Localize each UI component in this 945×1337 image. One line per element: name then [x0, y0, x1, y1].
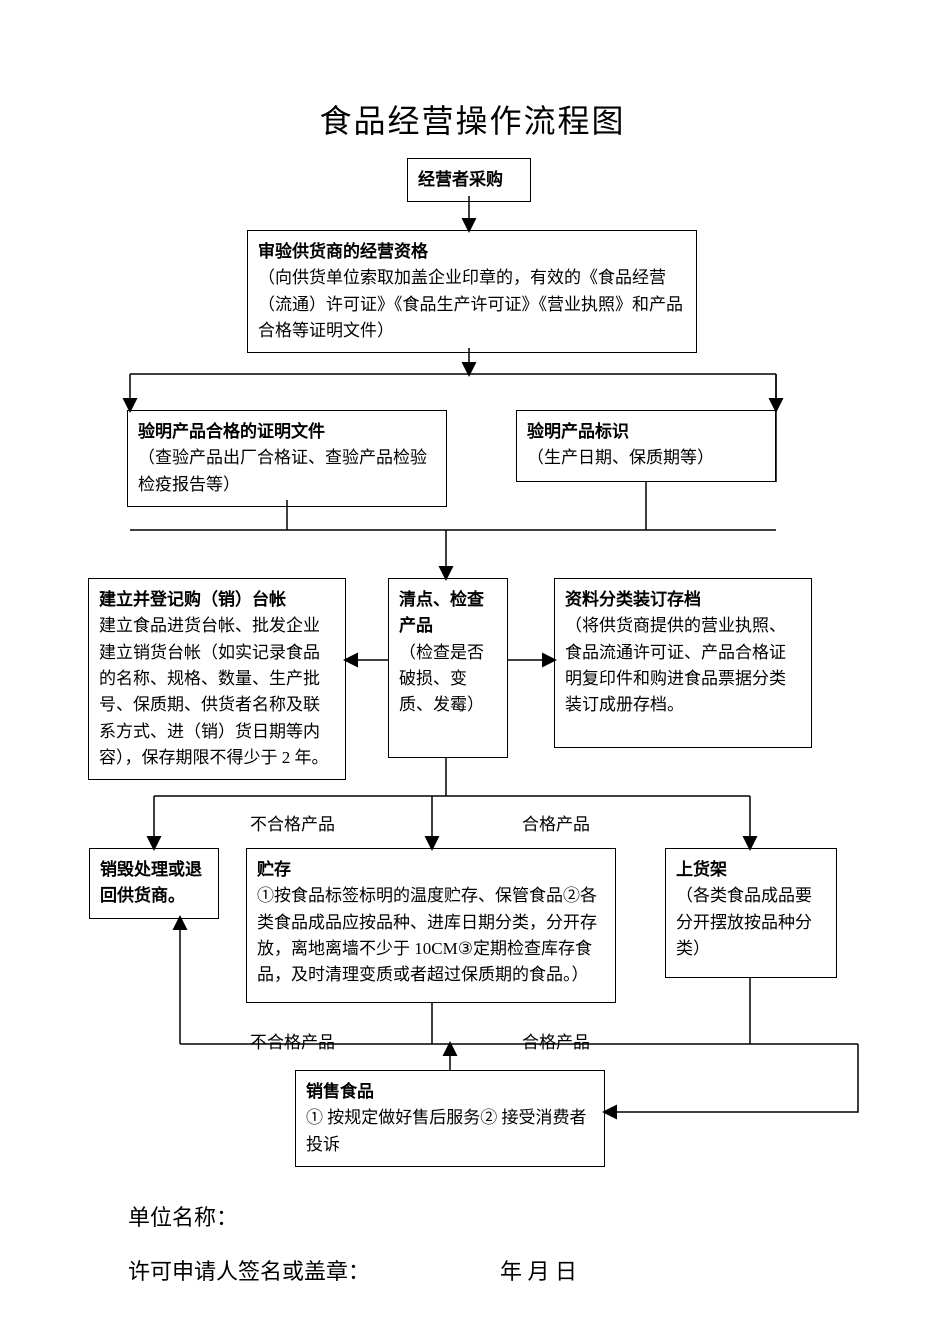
node-heading: 资料分类装订存档 — [565, 590, 701, 609]
footer-signer: 许可申请人签名或盖章： — [128, 1254, 370, 1286]
node-heading: 审验供货商的经营资格 — [258, 242, 428, 261]
node-body: 建立食品进货台帐、批发企业建立销货台帐（如实记录食品的名称、规格、数量、生产批号… — [99, 616, 329, 767]
node-body: （查验产品出厂合格证、查验产品检验检疫报告等） — [138, 448, 427, 493]
footer-unit: 单位名称： — [128, 1200, 238, 1232]
node-verify-certificate: 验明产品合格的证明文件 （查验产品出厂合格证、查验产品检验检疫报告等） — [127, 410, 447, 507]
node-heading: 验明产品合格的证明文件 — [138, 422, 325, 441]
node-heading: 贮存 — [257, 860, 291, 879]
node-body: ①按食品标签标明的温度贮存、保管食品②各类食品成品应按品种、进库日期分类，分开存… — [257, 886, 597, 984]
node-body: （向供货单位索取加盖企业印章的，有效的《食品经营（流通）许可证》《食品生产许可证… — [258, 268, 683, 340]
node-body: （生产日期、保质期等） — [527, 448, 714, 467]
node-destroy-return: 销毁处理或退回供货商。 — [89, 848, 219, 919]
node-body: （将供货商提供的营业执照、食品流通许可证、产品合格证明复印件和购进食品票据分类装… — [565, 616, 786, 714]
node-heading: 建立并登记购（销）台帐 — [99, 590, 286, 609]
label-unqualified-2: 不合格产品 — [250, 1028, 335, 1053]
label-qualified-1: 合格产品 — [522, 810, 590, 835]
node-heading: 经营者采购 — [418, 170, 503, 189]
node-body: （检查是否破损、变质、发霉） — [399, 643, 484, 715]
node-heading: 销售食品 — [306, 1082, 374, 1101]
node-heading: 销毁处理或退回供货商。 — [100, 860, 202, 905]
node-body: ① 按规定做好售后服务② 接受消费者投诉 — [306, 1108, 587, 1153]
node-body: （各类食品成品要分开摆放按品种分类） — [676, 886, 812, 958]
node-heading: 上货架 — [676, 860, 727, 879]
page-title: 食品经营操作流程图 — [0, 96, 945, 142]
node-verify-label: 验明产品标识 （生产日期、保质期等） — [516, 410, 776, 482]
label-unqualified-1: 不合格产品 — [250, 810, 335, 835]
node-sell: 销售食品 ① 按规定做好售后服务② 接受消费者投诉 — [295, 1070, 605, 1167]
node-shelf: 上货架 （各类食品成品要分开摆放按品种分类） — [665, 848, 837, 978]
node-heading: 清点、检查产品 — [399, 590, 484, 635]
node-inspect-product: 清点、检查产品 （检查是否破损、变质、发霉） — [388, 578, 508, 758]
footer-date: 年 月 日 — [500, 1254, 577, 1286]
node-heading: 验明产品标识 — [527, 422, 629, 441]
node-storage: 贮存 ①按食品标签标明的温度贮存、保管食品②各类食品成品应按品种、进库日期分类，… — [246, 848, 616, 1003]
node-verify-supplier: 审验供货商的经营资格 （向供货单位索取加盖企业印章的，有效的《食品经营（流通）许… — [247, 230, 697, 353]
node-register-ledger: 建立并登记购（销）台帐 建立食品进货台帐、批发企业建立销货台帐（如实记录食品的名… — [88, 578, 346, 780]
label-qualified-2: 合格产品 — [522, 1028, 590, 1053]
node-archive-docs: 资料分类装订存档 （将供货商提供的营业执照、食品流通许可证、产品合格证明复印件和… — [554, 578, 812, 748]
flowchart-page: 食品经营操作流程图 经营者采购 审验供货商的经营资格 （向供货单位索取加盖企业印… — [0, 0, 945, 1337]
node-purchase: 经营者采购 — [407, 158, 531, 202]
